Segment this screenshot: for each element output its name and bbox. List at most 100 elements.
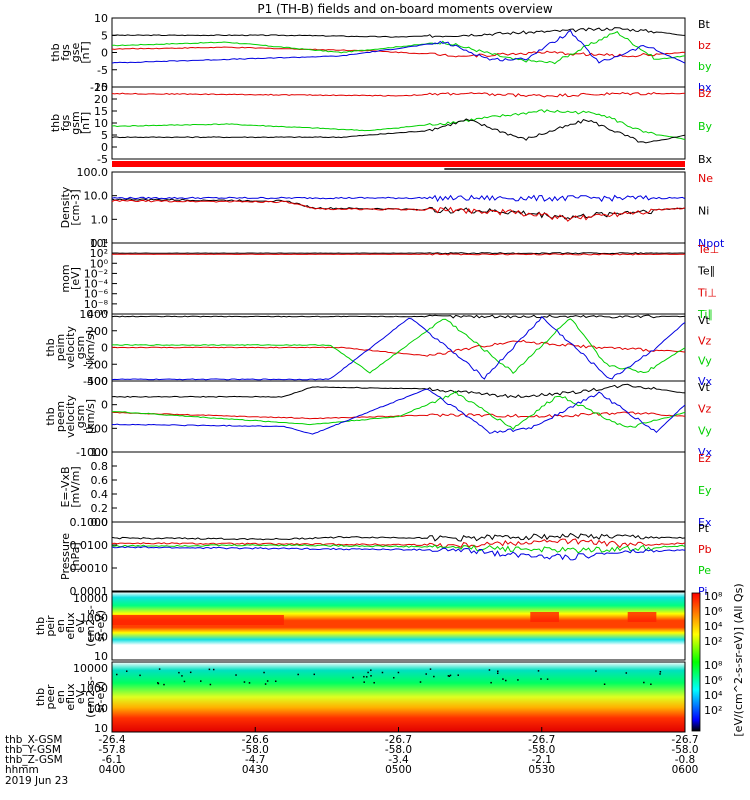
legend-entry: Ex (698, 516, 712, 529)
legend-entry: Pt (698, 522, 710, 535)
series-line-bz (111, 91, 686, 98)
spectrogram-layer: thbpeirenefluxeV(cm2-s-sr-eV)10000100010… (34, 591, 686, 735)
spectrogram-noise-dot (125, 670, 128, 672)
legend-entry: Ti⊥ (697, 286, 717, 299)
ylabel-line: thb (44, 338, 57, 356)
ytick-label: -5 (97, 153, 108, 166)
colorbar-tick: 10⁶ (704, 605, 723, 618)
ytick-label: 15 (94, 105, 108, 118)
ephemeris-value: -58.0 (671, 744, 698, 756)
spectrogram-noise-dot (488, 669, 491, 671)
ylabel-line: eflux (64, 612, 77, 640)
panel-peem-velocity: thbpeemvelocitygsm[km/s]5000-500-1000VtV… (44, 375, 713, 459)
ylabel-line: fgs (59, 44, 72, 61)
ytick-label: 10⁻⁸ (84, 298, 109, 311)
ylabel-line: peim (54, 334, 67, 362)
ylabel-line: thb (44, 407, 57, 425)
ytick-label: -10 (90, 81, 108, 94)
colorbar-tick: 10⁴ (704, 620, 723, 633)
ytick-label: 0.0001 (70, 585, 109, 598)
ytick-label: 0.0010 (70, 562, 109, 575)
panel-ylabel: thbpeemvelocitygsm[km/s] (44, 395, 97, 438)
ytick-label: 10.0 (84, 190, 109, 203)
spectrogram-noise-dot (381, 671, 384, 674)
ephemeris-value: -2.1 (532, 754, 553, 766)
spectrogram-noise-dot (363, 675, 365, 678)
legend-entry: Npot (698, 237, 725, 250)
ytick-label: 0 (101, 47, 108, 60)
ephemeris-value: -57.8 (98, 744, 125, 756)
ylabel-line: [cm-3] (69, 189, 82, 225)
panel-frame (111, 451, 686, 523)
ylabel-line: [nT] (79, 112, 92, 134)
series-line-ti (111, 253, 686, 256)
ylabel-line: (cm2-s- (84, 605, 97, 647)
colorbar-tick: 10² (704, 704, 722, 717)
spectrogram-band (627, 612, 657, 622)
ephemeris-value: -4.7 (245, 754, 266, 766)
spectrogram-noise-dot (352, 676, 354, 679)
ytick-label: 10⁰ (90, 257, 109, 270)
spectrogram-noise-dot (373, 681, 375, 684)
legend-entry: Pb (698, 543, 712, 556)
legend-entry: Vz (698, 403, 712, 416)
ytick-label: -400 (83, 375, 108, 388)
spectrogram-noise-dot (183, 680, 186, 683)
legend-entry: Te∥ (697, 265, 715, 278)
ytick-label: 0 (101, 399, 108, 412)
ylabel-line: [nT] (79, 41, 92, 63)
date-label: 2019 Jun 23 (5, 775, 68, 787)
ylabel-line: [eV] (69, 267, 82, 290)
ytick-label: 1.0 (91, 213, 109, 226)
ytick-label: 0 (101, 141, 108, 154)
spectrogram-band (112, 615, 284, 625)
ytick-label: 10⁴ (90, 237, 109, 250)
series-line-bt (111, 27, 686, 38)
ytick-label: 100.0 (77, 166, 109, 179)
colorbar-tick: 10² (704, 635, 722, 648)
ytick-label: 0.0 (91, 516, 109, 529)
ytick-label: 100 (87, 631, 108, 644)
spectrogram-band (530, 612, 559, 622)
spectrogram-noise-dot (546, 678, 549, 680)
ylabel-line: velocity (64, 395, 77, 438)
spectrogram-noise-dot (448, 675, 451, 678)
ephemeris-value: -3.4 (388, 754, 409, 766)
spectrogram-noise-dot (650, 683, 652, 686)
spectrogram-noise-dot (365, 676, 368, 678)
ylabel-line: thb (49, 114, 62, 132)
ylabel-line: eV (74, 689, 87, 704)
series-line-vy (111, 318, 686, 375)
ytick-label: 10000 (73, 662, 108, 675)
series-line-te (111, 252, 686, 255)
ylabel-line: mom (59, 264, 72, 292)
ytick-label: 200 (87, 325, 108, 338)
spectrogram-noise-dot (178, 671, 180, 674)
legend-entry: Ni (698, 205, 709, 218)
legend-entry: Vt (698, 314, 711, 327)
legend-entry: Vz (698, 334, 712, 347)
ylabel-line: Density (59, 186, 72, 228)
spectrogram-noise-dot (429, 668, 432, 670)
ylabel-line: thb (34, 617, 47, 635)
ephemeris-value: 0530 (528, 764, 555, 776)
ephemeris-value: -26.4 (98, 734, 125, 746)
ylabel-line: eV (74, 618, 87, 633)
ephemeris-table: thb_X-GSM -26.4 -26.6 -26.7 -26.7 -26.7 thb_Y-… (5, 727, 699, 787)
panel-ylabel: E=-VxB[mV/m] (59, 466, 82, 507)
panel-ylabel: thbfgsgse[nT] (49, 41, 92, 63)
ytick-label: 5 (101, 129, 108, 142)
ytick-label: 0.8 (91, 460, 109, 473)
spectrogram-noise-dot (397, 671, 400, 674)
legend-entry: bx (698, 81, 712, 94)
spectrogram-noise-dot (181, 675, 183, 677)
ephemeris-value: 0430 (242, 764, 269, 776)
panel-frame (111, 591, 686, 661)
ephemeris-value: -6.1 (102, 754, 123, 766)
legend-entry: By (698, 120, 713, 133)
spectrogram-noise-dot (313, 673, 316, 676)
ytick-label: 0.6 (91, 474, 109, 487)
legend-entry: Vt (698, 381, 711, 394)
ylabel-line: velocity (64, 326, 77, 369)
